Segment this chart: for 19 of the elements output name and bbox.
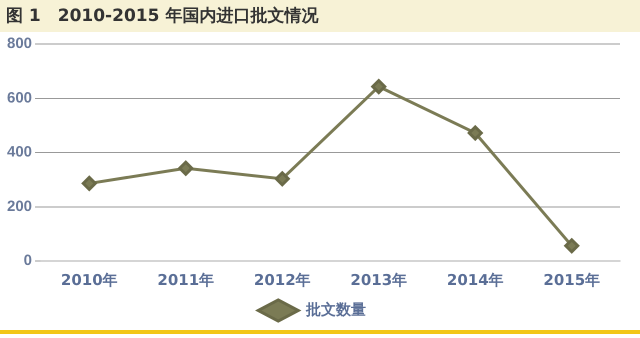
x-tick-label: 2010年 — [60, 270, 118, 289]
point — [82, 176, 97, 191]
point — [468, 125, 483, 140]
y-tick-label: 400 — [6, 144, 32, 161]
point — [274, 171, 290, 186]
point — [564, 238, 580, 254]
point — [178, 160, 194, 176]
y-tick-label: 0 — [24, 252, 32, 270]
point — [371, 79, 386, 94]
x-tick-label: 2015年 — [543, 270, 600, 289]
chart-title: 图 1 2010-2015 年国内进口批文情况 — [0, 0, 640, 32]
legend-label: 批文数量 — [304, 300, 366, 318]
x-tick-label: 2013年 — [350, 270, 408, 289]
y-tick-label: 800 — [6, 35, 32, 52]
x-tick-label: 2014年 — [446, 270, 504, 289]
x-tick-label: 2011年 — [157, 270, 214, 289]
y-tick-label: 200 — [6, 198, 32, 215]
x-tick-label: 2012年 — [254, 270, 311, 289]
y-tick-label: 600 — [6, 89, 32, 106]
